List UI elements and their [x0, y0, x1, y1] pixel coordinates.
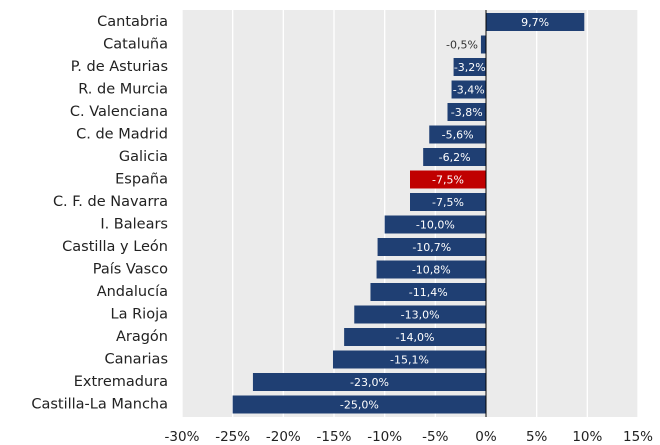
x-tick-label: 0% [475, 429, 497, 445]
plot-background [182, 10, 638, 417]
data-label: -3,4% [453, 84, 485, 97]
data-label: -10,7% [412, 241, 451, 254]
bar [232, 395, 486, 414]
x-tick-label: -20% [266, 429, 301, 445]
data-label: -0,5% [446, 39, 478, 52]
x-tick-label: -25% [215, 429, 250, 445]
data-label: -7,5% [432, 196, 464, 209]
bar [370, 283, 486, 301]
x-tick-label: 5% [526, 429, 548, 445]
bar [376, 260, 486, 279]
bar [423, 148, 486, 166]
bar [377, 238, 486, 256]
x-tick-label: -30% [165, 429, 200, 445]
x-tick-label: -15% [317, 429, 352, 445]
bar [410, 170, 486, 189]
data-label: -5,6% [442, 129, 474, 142]
bar [344, 328, 486, 346]
y-tick-label: País Vasco [93, 262, 168, 278]
y-tick-label: Aragón [116, 329, 168, 345]
y-tick-label: P. de Asturias [71, 59, 168, 75]
x-tick-label: 15% [623, 429, 653, 445]
bar [486, 13, 585, 31]
bar [384, 215, 486, 234]
bar [332, 350, 486, 369]
data-label: -10,8% [412, 264, 451, 277]
y-tick-label: Galicia [119, 149, 168, 165]
y-tick-label: La Rioja [111, 307, 168, 323]
y-tick-label: C. de Madrid [76, 127, 168, 143]
y-tick-label: R. de Murcia [78, 82, 168, 98]
y-tick-label: España [115, 172, 168, 188]
x-tick-label: -5% [422, 429, 448, 445]
y-tick-label: Extremadura [74, 374, 168, 390]
y-tick-label: Castilla-La Mancha [31, 397, 168, 413]
bar [410, 193, 486, 211]
y-tick-label: C. Valenciana [70, 104, 168, 120]
y-tick-label: C. F. de Navarra [53, 194, 168, 210]
data-label: -23,0% [350, 376, 389, 389]
data-label: -15,1% [390, 354, 429, 367]
data-label: -3,8% [451, 106, 483, 119]
data-label: 9,7% [521, 16, 549, 29]
bar [451, 80, 486, 99]
bar [447, 103, 486, 121]
bar [252, 373, 486, 391]
data-label: -11,4% [409, 286, 448, 299]
data-label: -3,2% [454, 61, 486, 74]
data-label: -7,5% [432, 174, 464, 187]
y-tick-label: Castilla y León [62, 239, 168, 255]
data-label: -13,0% [401, 309, 440, 322]
data-label: -6,2% [439, 151, 471, 164]
data-label: -10,0% [416, 219, 455, 232]
bar [429, 125, 486, 144]
x-tick-label: -10% [367, 429, 402, 445]
bar [480, 35, 486, 54]
y-tick-label: Andalucía [97, 284, 168, 300]
data-label: -25,0% [340, 399, 379, 412]
y-tick-label: Cataluña [103, 37, 168, 53]
bar [354, 305, 486, 324]
bar [453, 58, 486, 76]
y-tick-label: Canarias [104, 352, 168, 368]
x-tick-label: 10% [572, 429, 602, 445]
y-tick-label: I. Balears [100, 217, 168, 233]
data-label: -14,0% [396, 331, 435, 344]
y-tick-label: Cantabria [97, 14, 168, 30]
